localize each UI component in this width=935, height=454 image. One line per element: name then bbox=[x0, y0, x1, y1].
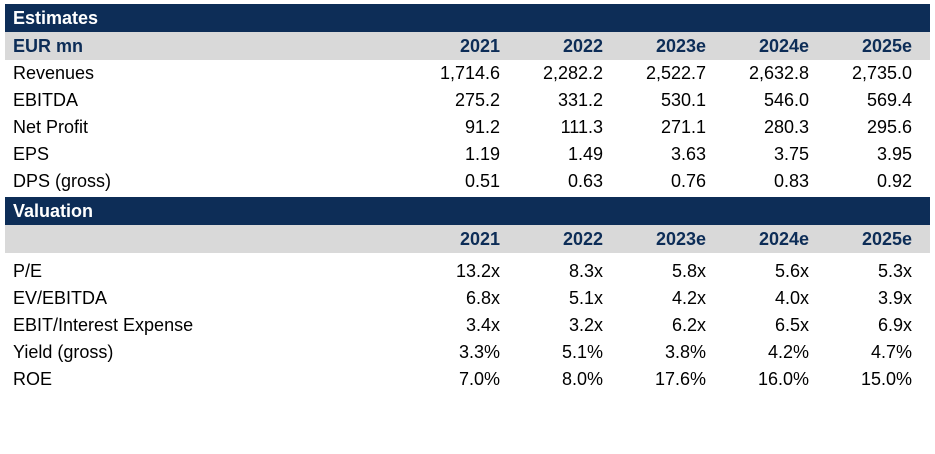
table-cell: 5.1% bbox=[561, 342, 603, 362]
table-cell: 1.49 bbox=[567, 144, 603, 164]
row-label: Revenues bbox=[13, 63, 95, 83]
table-cell: 3.8% bbox=[664, 342, 706, 362]
table-cell: 2,522.7 bbox=[645, 63, 706, 83]
table-cell: 2,632.8 bbox=[748, 63, 809, 83]
estimates-title-row: Estimates bbox=[5, 4, 931, 32]
row-label: EBIT/Interest Expense bbox=[13, 315, 194, 335]
table-cell: 275.2 bbox=[454, 90, 500, 110]
table-cell: 271.1 bbox=[660, 117, 706, 137]
table-cell: 4.2% bbox=[767, 342, 809, 362]
table-cell: 6.5x bbox=[774, 315, 809, 335]
table-cell: 280.3 bbox=[763, 117, 809, 137]
table-cell: 15.0% bbox=[861, 369, 913, 389]
row-label: EPS bbox=[13, 144, 50, 164]
table-cell: 3.95 bbox=[877, 144, 913, 164]
table-cell: 3.75 bbox=[773, 144, 809, 164]
estimates-unit-label: EUR mn bbox=[5, 32, 415, 60]
table-cell: 16.0% bbox=[757, 369, 809, 389]
table-row: ROE 7.0% 8.0% 17.6% 16.0% 15.0% bbox=[5, 366, 930, 393]
row-label: EV/EBITDA bbox=[13, 288, 108, 308]
table-cell: 5.8x bbox=[671, 261, 706, 281]
table-cell: 5.6x bbox=[774, 261, 809, 281]
row-label: P/E bbox=[13, 261, 43, 281]
table-cell: 3.3% bbox=[458, 342, 500, 362]
table-cell: 6.2x bbox=[671, 315, 706, 335]
table-cell: 295.6 bbox=[867, 117, 913, 137]
estimates-year-header: 2023e bbox=[621, 32, 724, 60]
row-label: ROE bbox=[13, 369, 53, 389]
estimates-year-header: 2024e bbox=[724, 32, 827, 60]
table-cell: 3.4x bbox=[465, 315, 500, 335]
table-cell: 1.19 bbox=[464, 144, 500, 164]
table-cell: 7.0% bbox=[458, 369, 500, 389]
estimates-title: Estimates bbox=[5, 4, 931, 32]
table-cell: 3.2x bbox=[568, 315, 603, 335]
table-cell: 1,714.6 bbox=[439, 63, 500, 83]
table-cell: 2,282.2 bbox=[542, 63, 603, 83]
table-cell: 0.76 bbox=[670, 171, 706, 191]
estimates-year-header: 2021 bbox=[415, 32, 518, 60]
table-cell: 331.2 bbox=[557, 90, 603, 110]
table-row: Yield (gross) 3.3% 5.1% 3.8% 4.2% 4.7% bbox=[5, 339, 930, 366]
table-cell: 530.1 bbox=[660, 90, 706, 110]
valuation-year-header: 2022 bbox=[518, 225, 621, 253]
valuation-unit-label bbox=[5, 225, 415, 253]
estimates-year-header: 2022 bbox=[518, 32, 621, 60]
table-cell: 3.9x bbox=[878, 288, 913, 308]
row-label: Net Profit bbox=[13, 117, 89, 137]
valuation-year-header: 2025e bbox=[827, 225, 931, 253]
row-label: EBITDA bbox=[13, 90, 79, 110]
table-row: EPS 1.19 1.49 3.63 3.75 3.95 bbox=[5, 141, 930, 168]
table-row: EBITDA 275.2 331.2 530.1 546.0 569.4 bbox=[5, 87, 930, 114]
valuation-year-header: 2021 bbox=[415, 225, 518, 253]
row-label: DPS (gross) bbox=[13, 171, 112, 191]
table-cell: 546.0 bbox=[763, 90, 809, 110]
table-row: Net Profit 91.2 111.3 271.1 280.3 295.6 bbox=[5, 114, 930, 141]
table-row: P/E 13.2x 8.3x 5.8x 5.6x 5.3x bbox=[5, 258, 930, 285]
table-row: EV/EBITDA 6.8x 5.1x 4.2x 4.0x 3.9x bbox=[5, 285, 930, 312]
financial-table: Estimates EUR mn 2021 2022 2023e 2024e 2… bbox=[5, 0, 931, 393]
valuation-title: Valuation bbox=[5, 197, 931, 225]
table-cell: 2,735.0 bbox=[851, 63, 913, 83]
table-cell: 0.51 bbox=[464, 171, 500, 191]
valuation-year-header: 2024e bbox=[724, 225, 827, 253]
valuation-title-row: Valuation bbox=[5, 197, 931, 225]
table-cell: 5.3x bbox=[878, 261, 913, 281]
table-cell: 91.2 bbox=[464, 117, 500, 137]
estimates-year-header: 2025e bbox=[827, 32, 931, 60]
table-cell: 8.0% bbox=[561, 369, 603, 389]
table-cell: 8.3x bbox=[568, 261, 603, 281]
table-cell: 5.1x bbox=[568, 288, 603, 308]
estimates-header-row: EUR mn 2021 2022 2023e 2024e 2025e bbox=[5, 32, 931, 60]
table-cell: 4.2x bbox=[671, 288, 706, 308]
table-cell: 4.0x bbox=[774, 288, 809, 308]
estimates-valuation-table: Estimates EUR mn 2021 2022 2023e 2024e 2… bbox=[5, 4, 931, 393]
table-cell: 3.63 bbox=[670, 144, 706, 164]
table-row: Revenues 1,714.6 2,282.2 2,522.7 2,632.8… bbox=[5, 60, 930, 87]
table-cell: 0.63 bbox=[567, 171, 603, 191]
table-cell: 111.3 bbox=[560, 117, 603, 137]
table-cell: 17.6% bbox=[654, 369, 706, 389]
table-cell: 6.8x bbox=[465, 288, 500, 308]
table-cell: 0.83 bbox=[773, 171, 809, 191]
row-label: Yield (gross) bbox=[13, 342, 114, 362]
table-cell: 0.92 bbox=[877, 171, 913, 191]
table-cell: 569.4 bbox=[867, 90, 913, 110]
table-cell: 4.7% bbox=[871, 342, 913, 362]
valuation-year-header: 2023e bbox=[621, 225, 724, 253]
valuation-header-row: 2021 2022 2023e 2024e 2025e bbox=[5, 225, 931, 253]
table-row: EBIT/Interest Expense 3.4x 3.2x 6.2x 6.5… bbox=[5, 312, 930, 339]
table-cell: 13.2x bbox=[455, 261, 500, 281]
table-cell: 6.9x bbox=[878, 315, 913, 335]
table-row: DPS (gross) 0.51 0.63 0.76 0.83 0.92 bbox=[5, 168, 930, 195]
